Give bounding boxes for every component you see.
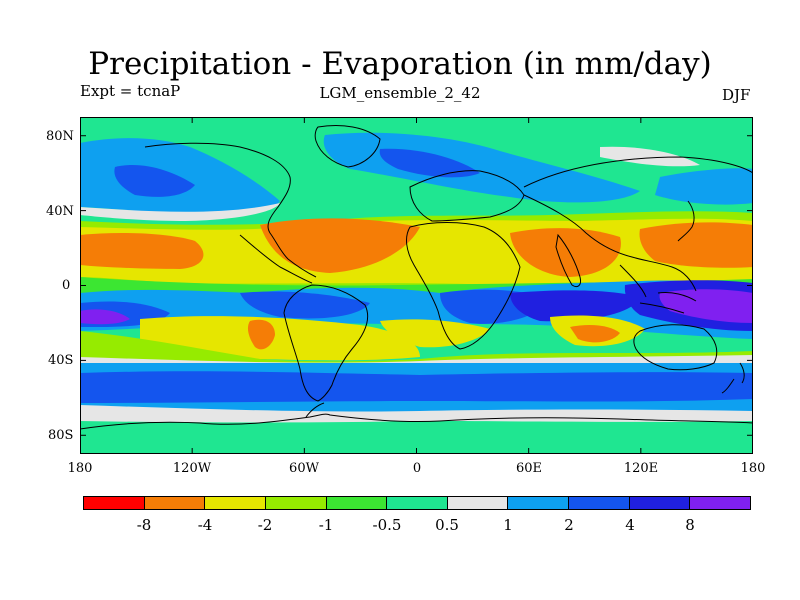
coastlines xyxy=(80,125,753,430)
precipitation-minus-evaporation-map xyxy=(80,117,753,454)
colorbar-label: -4 xyxy=(197,516,213,534)
coast-india xyxy=(555,233,581,288)
colorbar-swatch xyxy=(265,497,327,509)
colorbar-label: -0.5 xyxy=(372,516,402,534)
lon-label-180-west: 180 xyxy=(67,461,93,476)
field-southern-ocean-blue xyxy=(80,371,753,403)
colorbar-swatch xyxy=(629,497,691,509)
field-north-atlantic-dry-orange xyxy=(260,218,420,273)
field-arctic-grey xyxy=(600,146,700,167)
field-south-pacific-dry-orange xyxy=(247,319,275,350)
lat-label-40n: 40N xyxy=(46,204,74,219)
colorbar-label: 8 xyxy=(685,516,695,534)
lat-label-0: 0 xyxy=(62,278,71,293)
coast-asia xyxy=(523,156,753,292)
colorbar-swatch xyxy=(205,497,266,509)
coast-europe xyxy=(409,170,525,222)
colorbar-label: 1 xyxy=(503,516,513,534)
coast-japan xyxy=(677,200,695,242)
field-maritime-continent-core xyxy=(659,289,753,323)
coast-greenland xyxy=(314,125,381,168)
colorbar-swatch xyxy=(690,497,751,509)
field-north-pacific-dry-orange xyxy=(80,233,204,269)
field-indian-ocean-wet xyxy=(510,290,640,322)
colorbar-label: 2 xyxy=(564,516,574,534)
field-west-pacific-dry-orange xyxy=(639,222,753,268)
lon-label-60e: 60E xyxy=(515,461,543,476)
colorbar-label: 4 xyxy=(625,516,635,534)
colorbar-swatch xyxy=(387,497,448,509)
colorbar-swatch xyxy=(144,497,206,509)
coast-antarctica xyxy=(80,413,753,430)
colorbar-swatch xyxy=(508,497,570,509)
field-north-atlantic-core xyxy=(379,148,480,178)
lon-label-120e: 120E xyxy=(623,461,659,476)
colorbar-swatch xyxy=(447,497,509,509)
lon-label-0: 0 xyxy=(412,461,422,476)
colorbar-swatch xyxy=(569,497,630,509)
lat-label-40s: 40S xyxy=(48,353,74,368)
colorbar-label: -1 xyxy=(318,516,334,534)
colorbar-label: -2 xyxy=(257,516,273,534)
colorbar-swatch xyxy=(326,497,388,509)
field-south-grey-band xyxy=(80,355,753,363)
field-grey-band-north xyxy=(80,203,280,221)
field-north-pacific-core xyxy=(114,165,195,197)
colorbar-swatch xyxy=(84,497,145,509)
coast-central-america xyxy=(239,234,313,284)
field-india-dry-orange xyxy=(510,228,621,277)
lat-label-80s: 80S xyxy=(48,428,74,443)
experiment-label: Expt = tcnaP xyxy=(80,82,181,100)
field-south-subtropics-yellow xyxy=(140,316,420,361)
coast-south-america xyxy=(283,284,369,402)
colorbar-label: 0.5 xyxy=(435,516,459,534)
coast-africa xyxy=(406,222,521,350)
season-label: DJF xyxy=(722,86,751,104)
coast-north-america xyxy=(144,142,317,278)
figure-title: Precipitation - Evaporation (in mm/day) xyxy=(88,46,712,82)
field-south-america-wet xyxy=(240,291,370,319)
coast-antarctic-peninsula xyxy=(305,402,325,418)
ensemble-label: LGM_ensemble_2_42 xyxy=(319,84,481,102)
axis-ticks xyxy=(80,117,753,454)
field-south-indian-dry-orange xyxy=(570,325,620,343)
colorbar-label: -8 xyxy=(136,516,152,534)
colorbar xyxy=(83,496,751,510)
field-south-atlantic-yellow xyxy=(380,319,490,348)
coast-southeast-asia xyxy=(619,264,697,314)
lon-label-60w: 60W xyxy=(289,461,319,476)
lon-label-120w: 120W xyxy=(172,461,212,476)
lat-label-80n: 80N xyxy=(46,129,74,144)
field-south-subtropics-lime xyxy=(80,331,753,363)
coast-australia xyxy=(633,324,718,371)
field-asia-pacific-track xyxy=(655,168,753,205)
coast-new-zealand xyxy=(721,362,745,394)
field-south-pacific-core xyxy=(80,309,130,325)
lon-label-180-east: 180 xyxy=(740,461,766,476)
